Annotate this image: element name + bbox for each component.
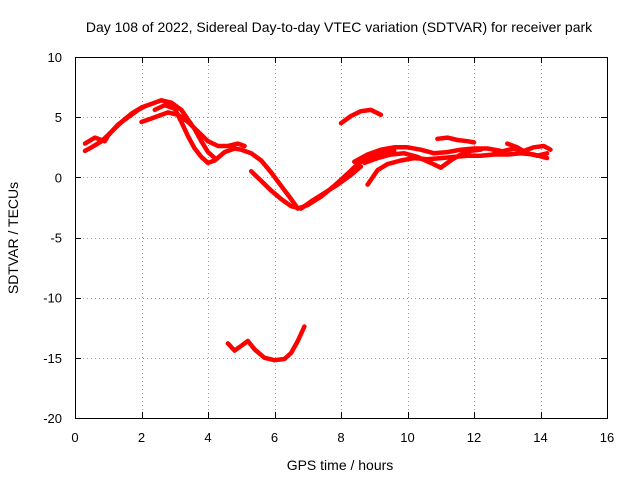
x-tick-label: 8 <box>337 430 344 445</box>
x-tick-label: 10 <box>400 430 414 445</box>
x-tick-label: 6 <box>271 430 278 445</box>
series-line-9 <box>362 147 483 170</box>
series-line-5 <box>248 164 364 211</box>
y-tick-label: -5 <box>50 231 62 246</box>
x-tick-label: 4 <box>204 430 211 445</box>
series-line-12 <box>505 141 550 158</box>
series-line-6 <box>338 107 384 126</box>
y-tick-label: -15 <box>43 351 62 366</box>
x-tick-label: 0 <box>71 430 78 445</box>
grid-layer <box>75 57 607 418</box>
series-line-10 <box>435 135 477 145</box>
tick-layer: 0 2 4 6 8 10 12 14 16 -20 -15 -10 -5 0 5 10 <box>43 50 614 445</box>
series-line-3 <box>139 110 247 149</box>
series-line-13 <box>225 324 307 363</box>
y-tick-label: 0 <box>55 170 62 185</box>
series-line-4 <box>152 102 397 211</box>
chart-title: Day 108 of 2022, Sidereal Day-to-day VTE… <box>86 19 593 35</box>
x-axis-label: GPS time / hours <box>287 457 394 473</box>
x-tick-label: 14 <box>533 430 547 445</box>
x-tick-label: 16 <box>600 430 614 445</box>
y-tick-label: 10 <box>48 50 62 65</box>
series-line-2 <box>82 104 148 146</box>
y-tick-label: -20 <box>43 411 62 426</box>
y-tick-label: -10 <box>43 291 62 306</box>
y-tick-label: 5 <box>55 110 62 125</box>
y-axis-label: SDTVAR / TECUs <box>5 182 21 294</box>
x-tick-label: 2 <box>138 430 145 445</box>
x-tick-label: 12 <box>467 430 481 445</box>
series-layer <box>82 98 553 363</box>
